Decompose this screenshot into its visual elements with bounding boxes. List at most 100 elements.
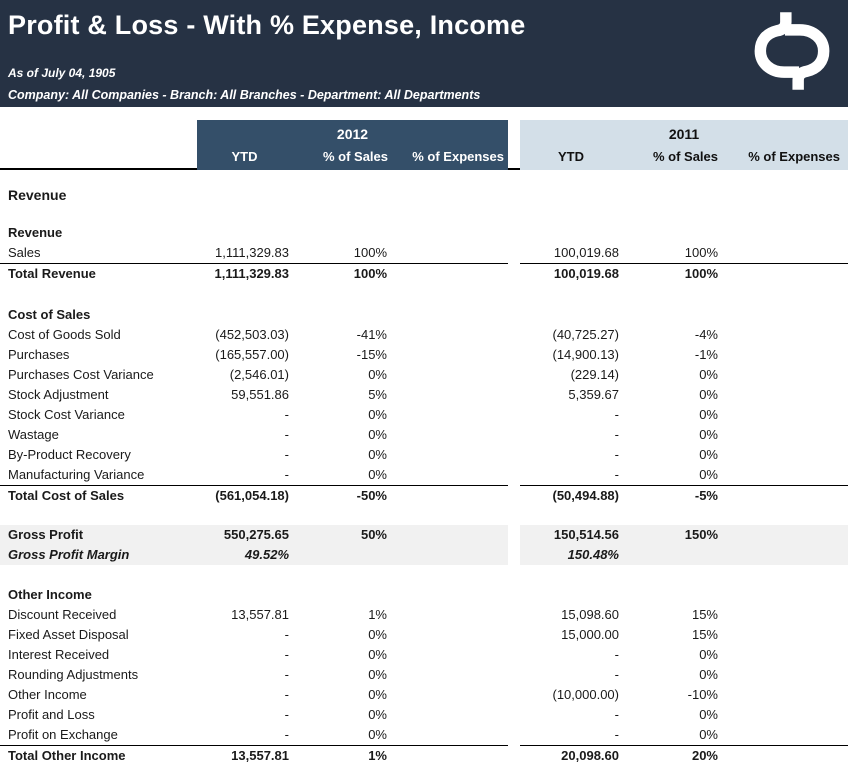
value-cell: (229.14) bbox=[570, 367, 619, 382]
value-cell: -15% bbox=[356, 347, 387, 362]
value-cell bbox=[392, 465, 508, 485]
value-cell: 0% bbox=[368, 447, 387, 462]
value-cell: 15% bbox=[691, 607, 718, 622]
table-row: Total Cost of Sales (561,054.18) -50% (50,4… bbox=[0, 485, 848, 505]
value-cell: 15,000.00 bbox=[561, 627, 619, 642]
value-cell bbox=[722, 625, 848, 645]
value-cell: 49.52% bbox=[197, 545, 292, 565]
column-header-sales-2012: % of Sales bbox=[322, 149, 388, 164]
value-cell bbox=[722, 425, 848, 445]
year-label-2011: 2011 bbox=[668, 126, 700, 142]
value-cell: - bbox=[614, 647, 619, 662]
value-cell: - bbox=[284, 407, 289, 422]
value-cell: 100% bbox=[292, 263, 392, 283]
group-gap-cell bbox=[508, 725, 520, 745]
value-cell: 50% bbox=[292, 525, 392, 545]
spacer-row bbox=[0, 505, 848, 525]
group-gap-cell bbox=[508, 345, 520, 365]
subheading-row: Other Income bbox=[0, 585, 848, 605]
value-cell bbox=[292, 545, 392, 565]
value-cell bbox=[722, 243, 848, 263]
value-cell: - bbox=[284, 467, 289, 482]
row-label: Purchases bbox=[8, 347, 70, 362]
value-cell bbox=[392, 365, 508, 385]
value-cell bbox=[622, 545, 722, 565]
value-cell: 0% bbox=[699, 387, 718, 402]
value-cell bbox=[722, 745, 848, 765]
group-gap-cell bbox=[508, 685, 520, 705]
value-cell: 13,557.81 bbox=[197, 745, 292, 765]
section-heading-row: Revenue bbox=[0, 184, 848, 206]
table-row: Total Revenue 1,111,329.83 100% 100,019.68 1… bbox=[0, 263, 848, 283]
table-row: Cost of Goods Sold (452,503.03) -41% (40,72… bbox=[0, 325, 848, 345]
group-gap-cell bbox=[508, 485, 520, 505]
value-cell: - bbox=[284, 427, 289, 442]
page-title: Profit & Loss - With % Expense, Income bbox=[8, 10, 526, 40]
table-row: Discount Received 13,557.81 1% 15,098.60 15% bbox=[0, 605, 848, 625]
value-cell bbox=[722, 665, 848, 685]
value-cell bbox=[722, 725, 848, 745]
spacer-row bbox=[0, 283, 848, 305]
value-cell: 0% bbox=[368, 367, 387, 382]
group-gap-cell bbox=[508, 465, 520, 485]
column-header-ytd-2011: YTD bbox=[558, 149, 584, 164]
value-cell bbox=[392, 425, 508, 445]
year-label-2012: 2012 bbox=[336, 126, 369, 142]
row-label: Cost of Goods Sold bbox=[8, 327, 121, 342]
value-cell bbox=[392, 263, 508, 283]
row-label: Wastage bbox=[8, 427, 59, 442]
value-cell bbox=[722, 365, 848, 385]
group-gap-cell bbox=[508, 243, 520, 263]
value-cell: - bbox=[614, 447, 619, 462]
value-cell: 1% bbox=[292, 745, 392, 765]
value-cell: 0% bbox=[368, 427, 387, 442]
value-cell bbox=[722, 525, 848, 545]
value-cell: 100% bbox=[622, 263, 722, 283]
table-row: Stock Adjustment 59,551.86 5% 5,359.67 0% bbox=[0, 385, 848, 405]
row-label: Total Cost of Sales bbox=[0, 485, 197, 505]
value-cell: 100% bbox=[353, 245, 387, 260]
value-cell: 0% bbox=[368, 627, 387, 642]
value-cell: -4% bbox=[694, 327, 718, 342]
value-cell bbox=[722, 263, 848, 283]
filter-summary: Company: All Companies - Branch: All Bra… bbox=[8, 88, 481, 102]
group-gap-cell bbox=[508, 263, 520, 283]
value-cell: 1% bbox=[368, 607, 387, 622]
group-gap-cell bbox=[508, 325, 520, 345]
value-cell bbox=[392, 345, 508, 365]
table-row: Profit on Exchange - 0% - 0% bbox=[0, 725, 848, 745]
value-cell: - bbox=[614, 467, 619, 482]
value-cell bbox=[392, 605, 508, 625]
value-cell: - bbox=[284, 447, 289, 462]
value-cell: 0% bbox=[699, 647, 718, 662]
value-cell bbox=[392, 645, 508, 665]
row-label: Sales bbox=[8, 245, 41, 260]
value-cell: - bbox=[614, 407, 619, 422]
table-row: Manufacturing Variance - 0% - 0% bbox=[0, 465, 848, 485]
value-cell: 150.48% bbox=[520, 545, 622, 565]
table-row: Total Other Income 13,557.81 1% 20,098.60 20… bbox=[0, 745, 848, 765]
value-cell: 15% bbox=[691, 627, 718, 642]
value-cell: 150,514.56 bbox=[520, 525, 622, 545]
value-cell: - bbox=[614, 707, 619, 722]
row-label: Other Income bbox=[8, 687, 87, 702]
value-cell: 0% bbox=[368, 667, 387, 682]
group-gap-cell bbox=[508, 385, 520, 405]
year-group-2012: 2012 YTD % of Sales % of Expenses bbox=[197, 120, 508, 170]
value-cell: 0% bbox=[368, 647, 387, 662]
value-cell bbox=[722, 685, 848, 705]
value-cell: (50,494.88) bbox=[520, 485, 622, 505]
value-cell: 5,359.67 bbox=[568, 387, 619, 402]
value-cell: -41% bbox=[356, 327, 387, 342]
value-cell: 13,557.81 bbox=[231, 607, 289, 622]
row-label: Profit and Loss bbox=[8, 707, 95, 722]
label-column-spacer bbox=[0, 120, 197, 168]
table-row: Rounding Adjustments - 0% - 0% bbox=[0, 665, 848, 685]
value-cell: 0% bbox=[699, 667, 718, 682]
group-gap-cell bbox=[508, 425, 520, 445]
value-cell bbox=[392, 405, 508, 425]
value-cell: (40,725.27) bbox=[552, 327, 620, 342]
value-cell: - bbox=[284, 647, 289, 662]
row-label: Profit on Exchange bbox=[8, 727, 118, 742]
value-cell: (561,054.18) bbox=[197, 485, 292, 505]
